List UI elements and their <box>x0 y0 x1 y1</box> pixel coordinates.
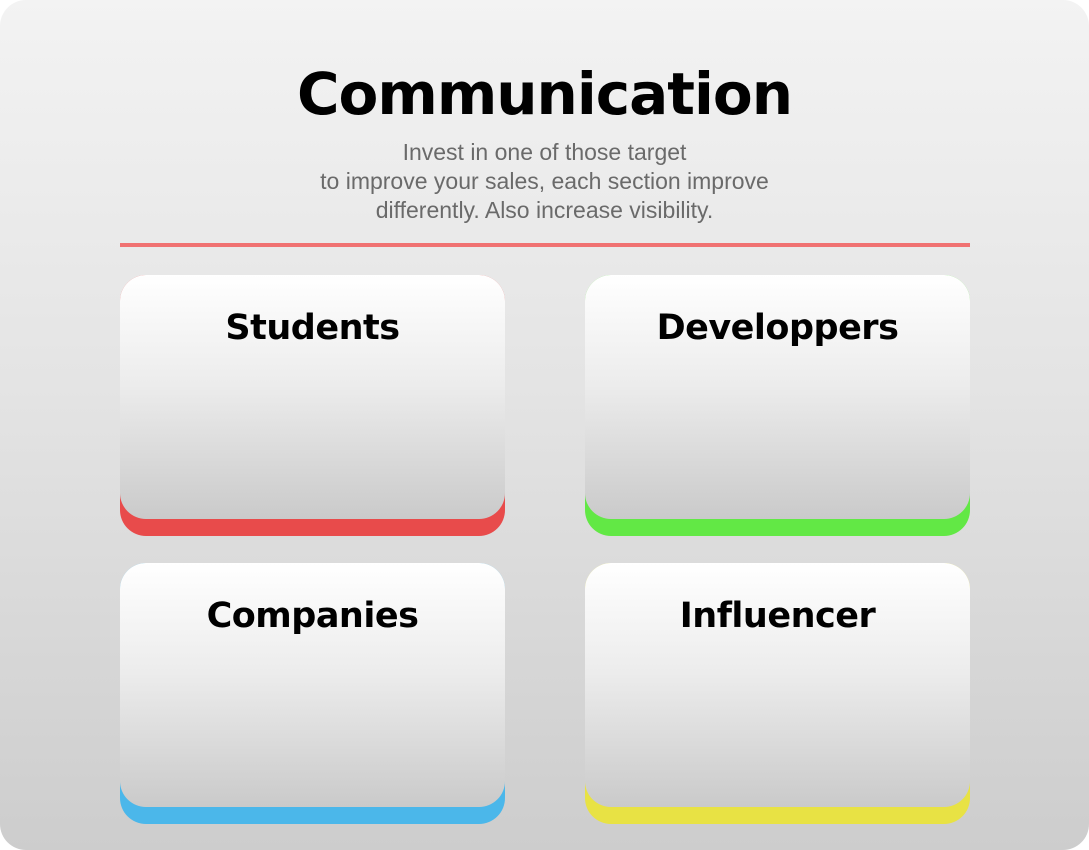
card-face: Developpers <box>585 275 970 519</box>
subtitle-line: differently. Also increase visibility. <box>375 197 714 223</box>
page-subtitle: Invest in one of those target to improve… <box>0 138 1089 225</box>
card-title: Companies <box>206 596 419 636</box>
subtitle-line: Invest in one of those target <box>402 139 687 165</box>
card-face: Influencer <box>585 563 970 807</box>
companies-card[interactable]: Companies <box>120 563 505 824</box>
card-face: Companies <box>120 563 505 807</box>
page-title: Communication <box>296 60 793 128</box>
card-title: Developpers <box>656 308 899 348</box>
card-face: Students <box>120 275 505 519</box>
subtitle-line: to improve your sales, each section impr… <box>320 168 769 194</box>
influencer-card[interactable]: Influencer <box>585 563 970 824</box>
students-card[interactable]: Students <box>120 275 505 536</box>
card-title: Students <box>225 308 400 348</box>
card-title: Influencer <box>679 596 876 636</box>
developers-card[interactable]: Developpers <box>585 275 970 536</box>
header-divider <box>120 243 970 247</box>
